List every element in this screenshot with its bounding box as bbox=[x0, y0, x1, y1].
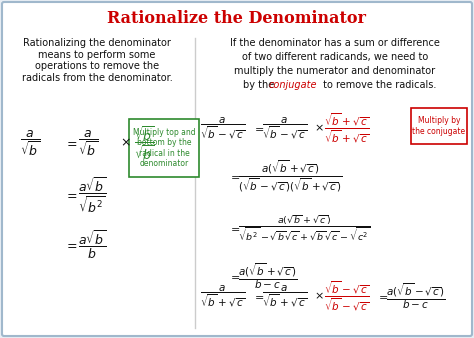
Text: $\dfrac{a}{\sqrt{b}-\sqrt{c}}$: $\dfrac{a}{\sqrt{b}-\sqrt{c}}$ bbox=[262, 115, 307, 141]
Text: $\dfrac{a}{\sqrt{b}-\sqrt{c}}$: $\dfrac{a}{\sqrt{b}-\sqrt{c}}$ bbox=[200, 115, 246, 141]
Text: to remove the radicals.: to remove the radicals. bbox=[320, 80, 437, 90]
Text: $=$: $=$ bbox=[252, 291, 264, 301]
Text: of two different radicands, we need to: of two different radicands, we need to bbox=[242, 52, 428, 62]
Text: $=$: $=$ bbox=[64, 239, 78, 251]
Text: $\dfrac{a}{\sqrt{b}}$: $\dfrac{a}{\sqrt{b}}$ bbox=[78, 128, 99, 158]
Text: $\dfrac{\sqrt{b}+\sqrt{c}}{\sqrt{b}+\sqrt{c}}$: $\dfrac{\sqrt{b}+\sqrt{c}}{\sqrt{b}+\sqr… bbox=[324, 111, 369, 145]
Text: $=$: $=$ bbox=[252, 123, 264, 133]
Text: $\dfrac{a(\sqrt{b}+\sqrt{c})}{\sqrt{b^2}-\sqrt{b}\sqrt{c}+\sqrt{b}\sqrt{c}-\sqrt: $\dfrac{a(\sqrt{b}+\sqrt{c})}{\sqrt{b^2}… bbox=[238, 214, 370, 242]
Text: $\dfrac{a\sqrt{b}}{b}$: $\dfrac{a\sqrt{b}}{b}$ bbox=[78, 229, 106, 261]
Text: Multiply by
the conjugate: Multiply by the conjugate bbox=[412, 116, 465, 136]
Text: $=$: $=$ bbox=[228, 223, 240, 233]
Text: Rationalizing the denominator
means to perform some
operations to remove the
rad: Rationalizing the denominator means to p… bbox=[22, 38, 173, 83]
Text: $=$: $=$ bbox=[64, 189, 78, 201]
Text: $\dfrac{a}{\sqrt{b}}$: $\dfrac{a}{\sqrt{b}}$ bbox=[20, 128, 40, 158]
FancyBboxPatch shape bbox=[411, 108, 467, 144]
Text: $\times$: $\times$ bbox=[120, 137, 131, 149]
Text: $\dfrac{a(\sqrt{b}+\sqrt{c})}{(\sqrt{b}-\sqrt{c})(\sqrt{b}+\sqrt{c})}$: $\dfrac{a(\sqrt{b}+\sqrt{c})}{(\sqrt{b}-… bbox=[238, 158, 343, 194]
Text: $\times$: $\times$ bbox=[314, 291, 324, 301]
Text: $=$: $=$ bbox=[228, 171, 240, 181]
Text: $\dfrac{a}{\sqrt{b}+\sqrt{c}}$: $\dfrac{a}{\sqrt{b}+\sqrt{c}}$ bbox=[262, 283, 307, 309]
Text: If the denominator has a sum or difference: If the denominator has a sum or differen… bbox=[230, 38, 440, 48]
Text: $=$: $=$ bbox=[376, 291, 388, 301]
Text: by the: by the bbox=[243, 80, 277, 90]
Text: $\dfrac{a(\sqrt{b}-\sqrt{c})}{b-c}$: $\dfrac{a(\sqrt{b}-\sqrt{c})}{b-c}$ bbox=[386, 281, 446, 311]
Text: $\dfrac{a}{\sqrt{b}+\sqrt{c}}$: $\dfrac{a}{\sqrt{b}+\sqrt{c}}$ bbox=[200, 283, 246, 309]
Text: $\dfrac{a\sqrt{b}}{\sqrt{b^2}}$: $\dfrac{a\sqrt{b}}{\sqrt{b^2}}$ bbox=[78, 175, 106, 215]
FancyBboxPatch shape bbox=[2, 2, 472, 336]
Text: $\dfrac{\sqrt{b}}{\sqrt{b}}$: $\dfrac{\sqrt{b}}{\sqrt{b}}$ bbox=[134, 124, 155, 162]
Text: $=$: $=$ bbox=[64, 137, 78, 149]
Text: multiply the numerator and denominator: multiply the numerator and denominator bbox=[235, 66, 436, 76]
Text: Rationalize the Denominator: Rationalize the Denominator bbox=[108, 10, 366, 27]
Text: $\times$: $\times$ bbox=[314, 123, 324, 133]
Text: Multiply top and
bottom by the
radical in the
denominator: Multiply top and bottom by the radical i… bbox=[133, 128, 195, 168]
Text: $\dfrac{\sqrt{b}-\sqrt{c}}{\sqrt{b}-\sqrt{c}}$: $\dfrac{\sqrt{b}-\sqrt{c}}{\sqrt{b}-\sqr… bbox=[324, 279, 369, 313]
Text: conjugate: conjugate bbox=[269, 80, 318, 90]
FancyBboxPatch shape bbox=[129, 119, 199, 177]
Text: $\dfrac{a(\sqrt{b}+\sqrt{c})}{b-c}$: $\dfrac{a(\sqrt{b}+\sqrt{c})}{b-c}$ bbox=[238, 261, 298, 291]
Text: $=$: $=$ bbox=[228, 271, 240, 281]
